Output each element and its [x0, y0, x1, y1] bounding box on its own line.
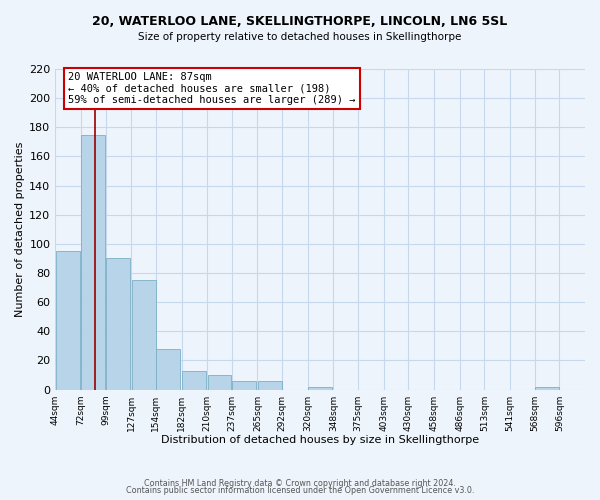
Text: Contains public sector information licensed under the Open Government Licence v3: Contains public sector information licen…	[126, 486, 474, 495]
Text: 20, WATERLOO LANE, SKELLINGTHORPE, LINCOLN, LN6 5SL: 20, WATERLOO LANE, SKELLINGTHORPE, LINCO…	[92, 15, 508, 28]
Bar	[308, 386, 332, 390]
Bar	[182, 370, 206, 390]
Y-axis label: Number of detached properties: Number of detached properties	[15, 142, 25, 317]
Bar	[106, 258, 130, 390]
Text: 20 WATERLOO LANE: 87sqm
← 40% of detached houses are smaller (198)
59% of semi-d: 20 WATERLOO LANE: 87sqm ← 40% of detache…	[68, 72, 356, 105]
Bar	[56, 251, 80, 390]
Bar	[258, 381, 282, 390]
Bar	[232, 381, 256, 390]
Bar	[81, 134, 105, 390]
Text: Size of property relative to detached houses in Skellingthorpe: Size of property relative to detached ho…	[139, 32, 461, 42]
Text: Contains HM Land Registry data © Crown copyright and database right 2024.: Contains HM Land Registry data © Crown c…	[144, 478, 456, 488]
Bar	[535, 386, 559, 390]
X-axis label: Distribution of detached houses by size in Skellingthorpe: Distribution of detached houses by size …	[161, 435, 479, 445]
Bar	[208, 375, 232, 390]
Bar	[131, 280, 155, 390]
Bar	[156, 349, 180, 390]
